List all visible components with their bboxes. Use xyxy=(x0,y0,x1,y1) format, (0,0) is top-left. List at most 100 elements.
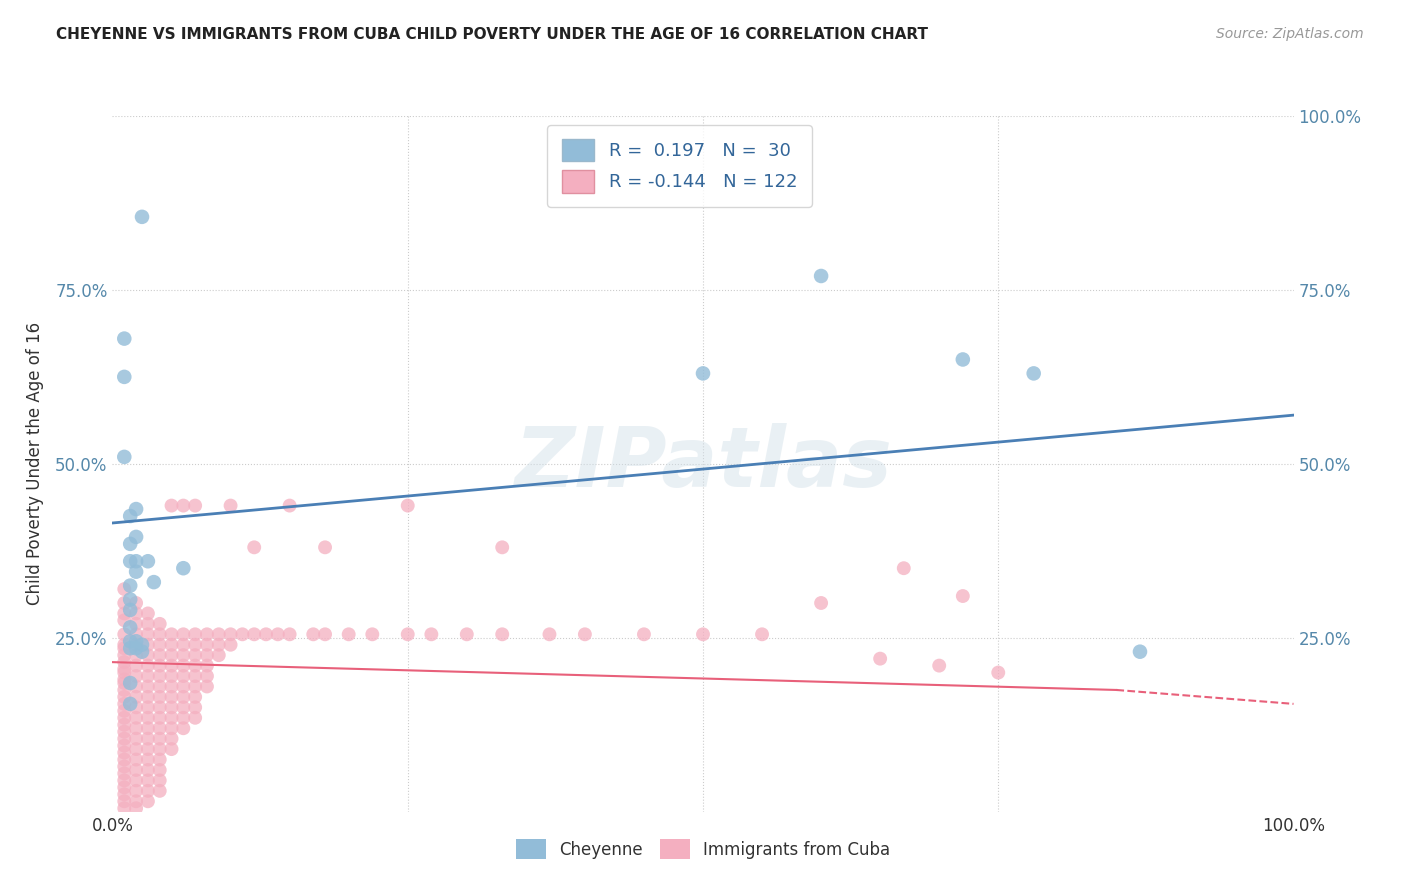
Point xyxy=(112,655,135,669)
Point xyxy=(172,561,194,575)
Point xyxy=(574,627,596,641)
Point xyxy=(125,616,148,631)
Point xyxy=(120,620,142,634)
Point xyxy=(160,627,183,641)
Point xyxy=(125,721,148,735)
Point xyxy=(131,638,153,652)
Point xyxy=(208,627,231,641)
Point xyxy=(112,780,135,795)
Point xyxy=(112,648,135,662)
Point xyxy=(160,499,183,513)
Point xyxy=(112,753,135,767)
Point xyxy=(893,561,915,575)
Point xyxy=(112,673,135,687)
Point xyxy=(184,690,207,704)
Point xyxy=(136,690,159,704)
Point xyxy=(160,690,183,704)
Point xyxy=(633,627,655,641)
Point xyxy=(120,537,142,551)
Point xyxy=(184,648,207,662)
Point xyxy=(149,742,172,756)
Point xyxy=(361,627,384,641)
Point xyxy=(125,690,148,704)
Point xyxy=(420,627,443,641)
Point xyxy=(120,697,142,711)
Point xyxy=(149,680,172,694)
Point xyxy=(208,638,231,652)
Point xyxy=(136,773,159,788)
Point xyxy=(208,648,231,662)
Point xyxy=(278,499,301,513)
Point xyxy=(254,627,277,641)
Point xyxy=(125,742,148,756)
Point xyxy=(928,658,950,673)
Point xyxy=(538,627,561,641)
Point xyxy=(125,753,148,767)
Point xyxy=(112,794,135,808)
Point xyxy=(112,582,135,596)
Point xyxy=(120,676,142,690)
Point xyxy=(112,596,135,610)
Point xyxy=(112,773,135,788)
Point xyxy=(184,638,207,652)
Point xyxy=(456,627,478,641)
Point xyxy=(172,680,194,694)
Point xyxy=(231,627,253,641)
Point xyxy=(112,450,135,464)
Point xyxy=(112,369,135,384)
Point xyxy=(125,794,148,808)
Point xyxy=(112,704,135,718)
Point xyxy=(149,763,172,777)
Point xyxy=(125,648,148,662)
Point xyxy=(112,746,135,760)
Point xyxy=(396,627,419,641)
Point xyxy=(160,711,183,725)
Point xyxy=(112,690,135,704)
Point xyxy=(149,616,172,631)
Point xyxy=(125,784,148,798)
Point xyxy=(125,801,148,815)
Point xyxy=(136,731,159,746)
Point xyxy=(952,352,974,367)
Point xyxy=(172,711,194,725)
Point xyxy=(125,773,148,788)
Point xyxy=(120,578,142,592)
Point xyxy=(195,680,218,694)
Point xyxy=(302,627,325,641)
Point xyxy=(160,680,183,694)
Point xyxy=(491,627,513,641)
Point xyxy=(172,638,194,652)
Point xyxy=(160,669,183,683)
Point xyxy=(149,731,172,746)
Point xyxy=(219,499,242,513)
Point xyxy=(314,541,336,555)
Point xyxy=(125,638,148,652)
Point xyxy=(120,95,142,109)
Point xyxy=(149,721,172,735)
Point xyxy=(112,697,135,711)
Point xyxy=(337,627,360,641)
Point xyxy=(136,794,159,808)
Point xyxy=(491,541,513,555)
Point xyxy=(278,627,301,641)
Point xyxy=(112,739,135,753)
Point xyxy=(195,627,218,641)
Point xyxy=(219,627,242,641)
Point xyxy=(136,680,159,694)
Point xyxy=(195,638,218,652)
Point xyxy=(810,268,832,283)
Point xyxy=(136,616,159,631)
Point xyxy=(160,658,183,673)
Point xyxy=(125,502,148,516)
Point xyxy=(149,711,172,725)
Point xyxy=(120,641,142,656)
Point xyxy=(219,638,242,652)
Point xyxy=(751,627,773,641)
Point xyxy=(136,742,159,756)
Point xyxy=(869,651,891,665)
Text: CHEYENNE VS IMMIGRANTS FROM CUBA CHILD POVERTY UNDER THE AGE OF 16 CORRELATION C: CHEYENNE VS IMMIGRANTS FROM CUBA CHILD P… xyxy=(56,27,928,42)
Point xyxy=(810,596,832,610)
Point xyxy=(112,676,135,690)
Point xyxy=(184,700,207,714)
Point xyxy=(136,648,159,662)
